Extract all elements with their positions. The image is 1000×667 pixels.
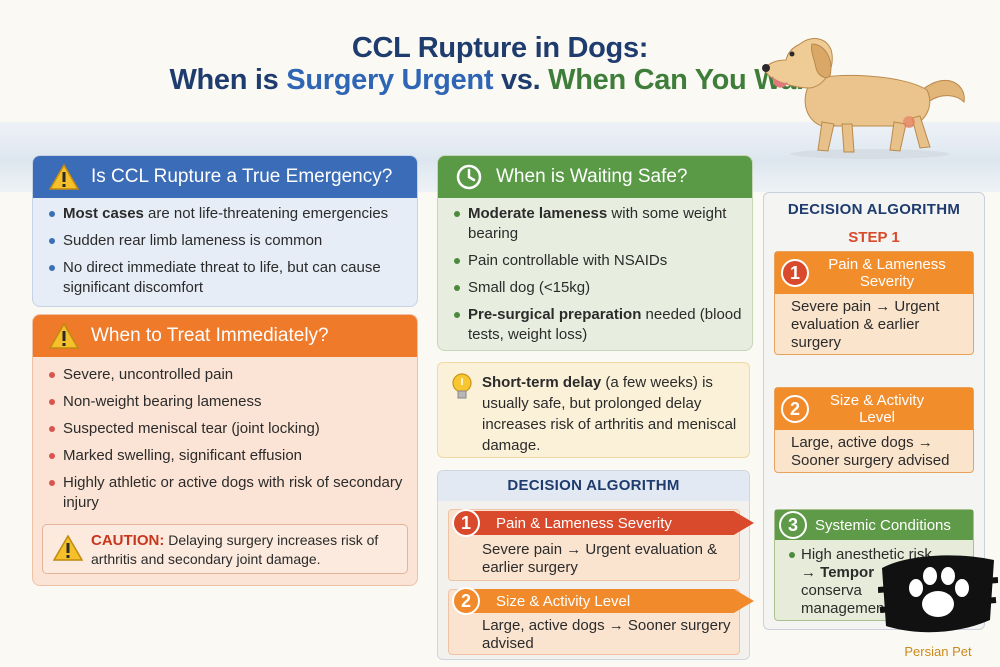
step-number: 1 (452, 509, 480, 537)
watermark: Persian Pet (877, 550, 999, 660)
immediate-heading: When to Treat Immediately? (91, 325, 329, 346)
emergency-header: Is CCL Rupture a True Emergency? (33, 156, 417, 198)
step-label: Pain & Lameness Severity (828, 256, 946, 290)
warning-icon (47, 319, 81, 353)
watermark-text: Persian Pet (904, 644, 972, 659)
step-body-line: → Tempor (801, 564, 875, 581)
algorithm-step-bar: Size & Activity Level (464, 589, 754, 613)
step-header: 1 Pain & Lameness Severity (775, 252, 973, 294)
step-number: 1 (781, 259, 809, 287)
step-number: 2 (452, 587, 480, 615)
waiting-list: Moderate lameness with some weight beari… (454, 204, 742, 350)
step-body: High anesthetic risk → Tempor conserva m… (789, 546, 965, 618)
algorithm-title: DECISION ALGORITHM (438, 471, 749, 501)
step-header: 3 Systemic Conditions (775, 510, 973, 540)
list-item: Moderate lameness with some weight beari… (454, 204, 742, 244)
page-title: CCL Rupture in Dogs: (351, 32, 649, 64)
warning-icon (47, 160, 81, 194)
immediate-header: When to Treat Immediately? (33, 315, 417, 357)
step-body: Large, active dogs → Sooner surgery advi… (791, 434, 950, 469)
list-item: Highly athletic or active dogs with risk… (49, 473, 407, 513)
step-label: Size & Activity Level (496, 592, 631, 610)
algorithm-step-bar: Pain & Lameness Severity (464, 511, 754, 535)
step-body-line: managemen (801, 600, 885, 617)
list-item: Most cases are not life-threatening emer… (49, 204, 407, 224)
tip-box: Short-term delay (a few weeks) is usuall… (437, 362, 750, 458)
dog-illustration (762, 38, 965, 159)
list-item: Pre-surgical preparation needed (blood t… (454, 305, 742, 345)
emergency-heading: Is CCL Rupture a True Emergency? (91, 166, 393, 187)
decision-algorithm-right: DECISION ALGORITHM STEP 1 1 Pain & Lamen… (763, 192, 985, 630)
list-item: Sudden rear limb lameness is common (49, 231, 407, 251)
list-item: Non-weight bearing lameness (49, 392, 407, 412)
clock-icon (452, 160, 486, 194)
step-header: 2 Size & Activity Level (775, 388, 973, 430)
caution-box: CAUTION: Delaying surgery increases risk… (42, 524, 408, 574)
waiting-header: When is Waiting Safe? (438, 156, 752, 198)
list-item: Suspected meniscal tear (joint locking) (49, 419, 407, 439)
step-body: Severe pain → Urgent evaluation & earlie… (482, 541, 718, 576)
step-label: Size & Activity Level (829, 392, 925, 426)
step-number: 3 (779, 511, 807, 539)
subtitle-part-3: vs. (493, 64, 549, 96)
waiting-card: When is Waiting Safe? Moderate lameness … (437, 155, 753, 351)
warning-icon (52, 534, 84, 567)
decision-algorithm-middle: DECISION ALGORITHM Pain & Lameness Sever… (437, 470, 754, 660)
list-item: Small dog (<15kg) (454, 278, 742, 298)
list-item: No direct immediate threat to life, but … (49, 258, 407, 298)
list-item: Pain controllable with NSAIDs (454, 251, 742, 271)
algorithm-title: DECISION ALGORITHM (787, 201, 961, 218)
paw-icon (877, 555, 999, 633)
immediate-list: Severe, uncontrolled pain Non-weight bea… (49, 365, 407, 520)
emergency-list: Most cases are not life-threatening emer… (49, 204, 407, 305)
step-body-line: conserva (801, 582, 862, 599)
waiting-heading: When is Waiting Safe? (496, 166, 688, 187)
list-item: Marked swelling, significant effusion (49, 446, 407, 466)
subtitle-part-2: Surgery Urgent (286, 64, 494, 96)
step-label: Pain & Lameness Severity (496, 514, 672, 532)
emergency-card: Is CCL Rupture a True Emergency? Most ca… (32, 155, 418, 307)
step-label: Systemic Conditions (815, 516, 951, 534)
caution-text: CAUTION: Delaying surgery increases risk… (91, 532, 379, 567)
algorithm-step-box: 2 Size & Activity Level Large, active do… (774, 387, 974, 473)
step-body-line: High anesthetic risk (789, 546, 965, 564)
step-body: Severe pain → Urgent evaluation & earlie… (791, 298, 940, 351)
subtitle-part-1: When is (169, 64, 287, 96)
step-heading: STEP 1 (848, 229, 900, 246)
tip-text: Short-term delay (a few weeks) is usuall… (482, 374, 737, 454)
lightbulb-icon (450, 371, 474, 408)
list-item: Severe, uncontrolled pain (49, 365, 407, 385)
step-body: Large, active dogs → Sooner surgery advi… (482, 617, 731, 652)
step-number: 2 (781, 395, 809, 423)
algorithm-step-box: 1 Pain & Lameness Severity Severe pain →… (774, 251, 974, 355)
